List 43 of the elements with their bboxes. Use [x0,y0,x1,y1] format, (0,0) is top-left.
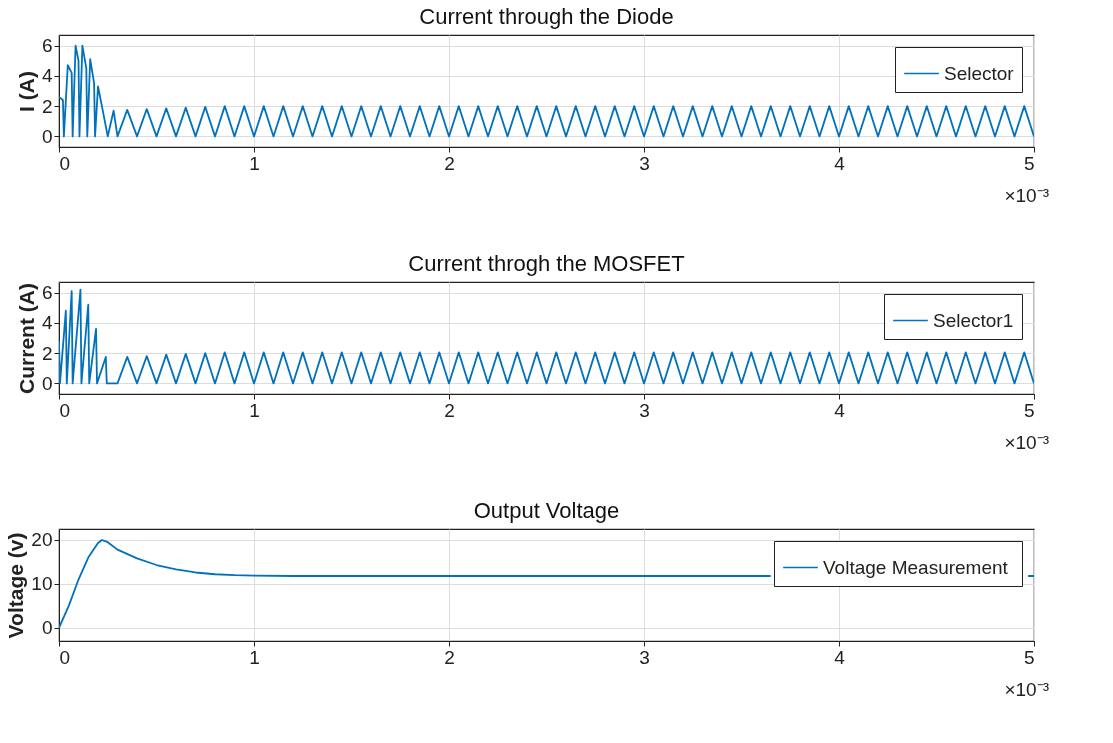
x-tick-label: 5 [1023,152,1035,174]
y-tick-label: 6 [41,35,53,57]
x-tick-label: 0 [59,399,71,421]
x-tick-label: 0 [59,646,71,668]
text: ×10⁻³ [1004,432,1049,453]
y-tick-label: 6 [41,282,53,304]
x-tick-label: 2 [444,399,455,421]
y-tick-label: 2 [41,95,53,117]
y-tick-label: 4 [41,312,53,334]
chart-title: Current through the Diode [419,4,674,29]
x-tick-label: 2 [444,646,455,668]
y-axis-title: Current (A) [14,283,38,394]
x-tick-label: 4 [834,646,846,668]
x-tick-label: 5 [1023,646,1035,668]
y-tick-label: 0 [41,372,53,394]
x-tick-label: 0 [59,152,71,174]
text: ×10⁻³ [1004,185,1049,206]
text: ×10⁻³ [1004,679,1049,700]
x-tick-label: 5 [1023,399,1035,421]
x-tick-label: 1 [249,399,260,421]
x-tick-label: 3 [639,646,650,668]
legend-label: Voltage Measurement [823,556,1009,578]
x-tick-label: 4 [834,152,846,174]
x-tick-label: 1 [249,152,260,174]
x-tick-label: 3 [639,399,650,421]
y-tick-label: 0 [41,617,53,639]
y-axis-title: Voltage (v) [4,532,28,639]
x-tick-label: 1 [249,646,260,668]
legend-label: Selector1 [933,309,1014,331]
y-tick-label: 2 [41,342,53,364]
x-tick-label: 3 [639,152,650,174]
legend-label: Selector [944,62,1015,84]
chart-title: Current throgh the MOSFET [408,251,685,276]
line-series [59,44,1034,138]
x-tick-label: 2 [444,152,455,174]
y-tick-label: 20 [31,529,53,551]
chart-title: Output Voltage [473,498,620,523]
x-tick-label: 4 [834,399,846,421]
y-tick-label: 4 [41,65,53,87]
y-tick-label: 0 [41,125,53,147]
y-axis-title: I (A) [14,71,38,112]
y-tick-label: 10 [31,573,53,595]
line-series [59,288,1034,385]
